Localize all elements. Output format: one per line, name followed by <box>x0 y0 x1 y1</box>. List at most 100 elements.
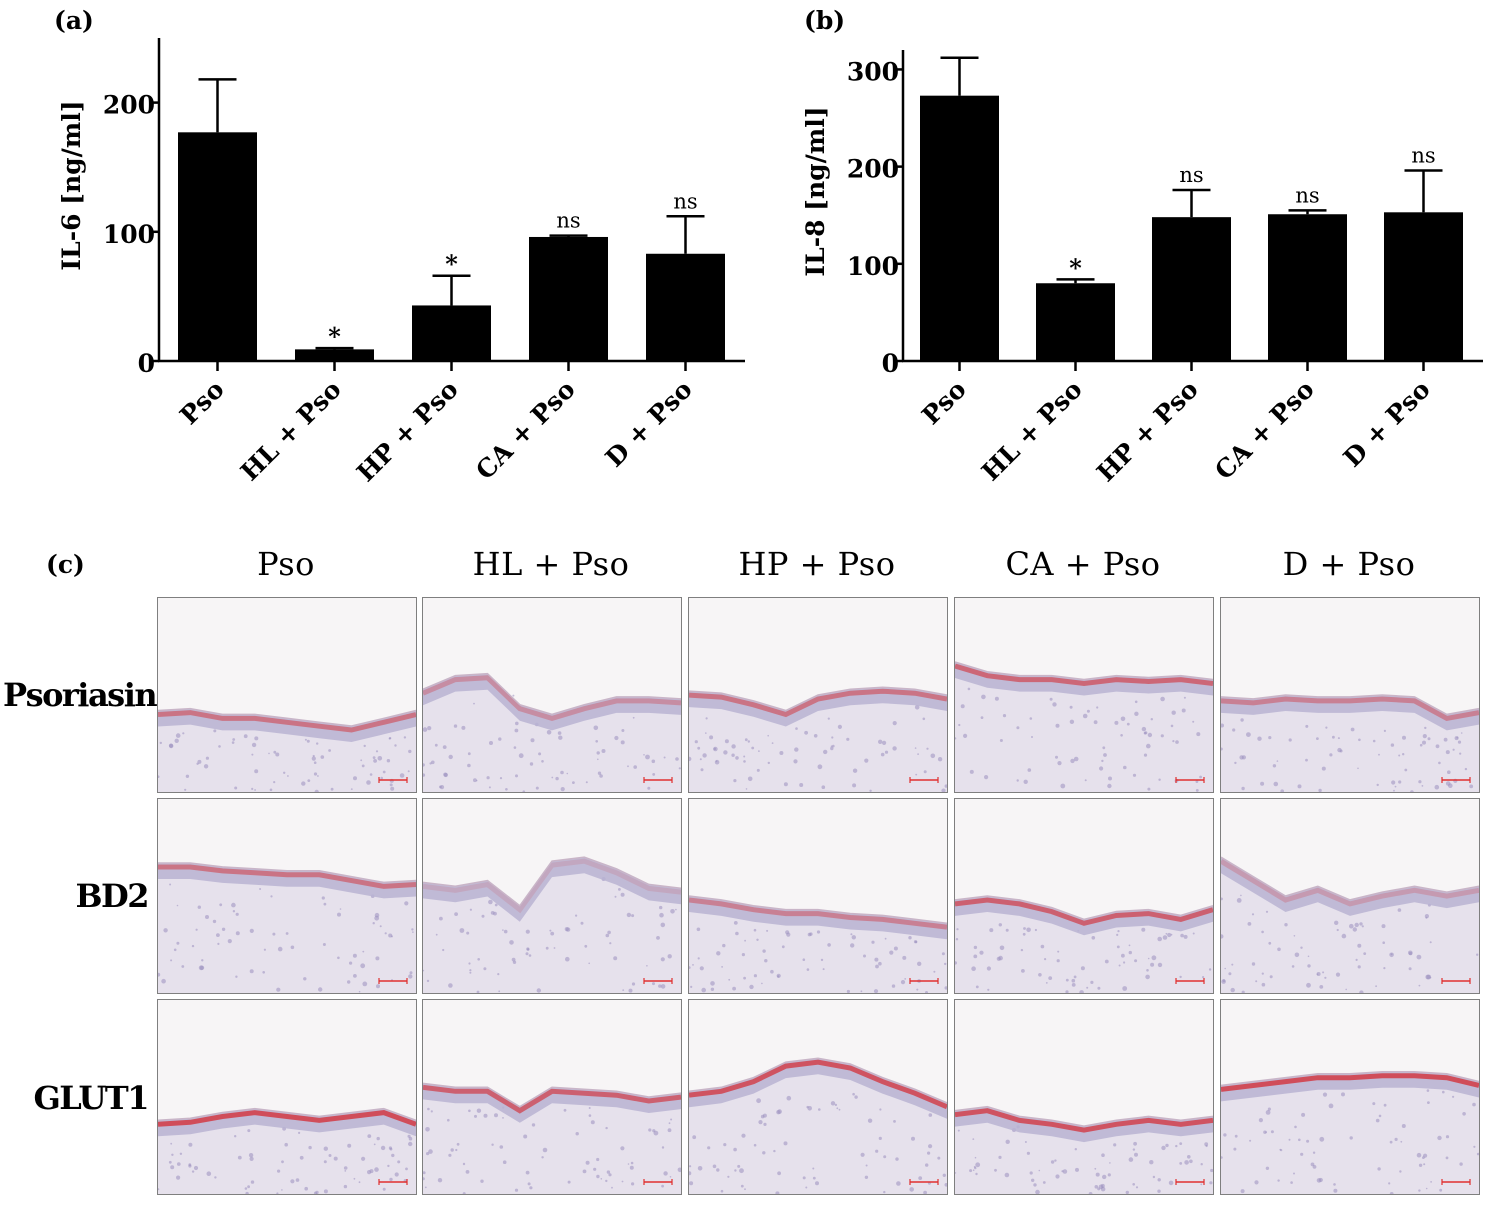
nucleus-dot <box>830 745 833 748</box>
nucleus-dot <box>955 737 957 740</box>
nucleus-dot <box>380 1145 386 1151</box>
nucleus-dot <box>1306 982 1311 988</box>
nucleus-dot <box>955 938 959 941</box>
nucleus-dot <box>1328 1103 1334 1109</box>
nucleus-dot <box>201 959 204 962</box>
nucleus-dot <box>502 1117 504 1119</box>
nucleus-dot <box>783 1141 788 1146</box>
nucleus-dot <box>375 750 379 753</box>
nucleus-dot <box>878 961 882 966</box>
bar <box>1152 217 1231 361</box>
nucleus-dot <box>358 990 361 993</box>
nucleus-dot <box>163 928 168 933</box>
tissue-image <box>423 672 681 792</box>
nucleus-dot <box>330 787 334 791</box>
nucleus-dot <box>740 1184 744 1188</box>
nucleus-dot <box>409 971 413 975</box>
nucleus-dot <box>927 1151 931 1155</box>
nucleus-dot <box>883 1190 886 1194</box>
nucleus-dot <box>1038 973 1042 977</box>
nucleus-dot <box>846 737 850 741</box>
dermis-region <box>423 673 681 792</box>
nucleus-dot <box>593 1167 597 1171</box>
nucleus-dot <box>469 908 472 911</box>
tissue-image <box>689 895 947 993</box>
micrograph-panel <box>954 798 1214 994</box>
nucleus-dot <box>969 1169 973 1173</box>
nucleus-dot <box>1305 724 1309 728</box>
stain-layer <box>158 710 416 733</box>
nucleus-dot <box>287 775 289 777</box>
nucleus-dot <box>1260 781 1265 786</box>
nucleus-dot <box>1404 768 1408 772</box>
nucleus-dot <box>284 1142 288 1147</box>
nucleus-dot <box>528 954 532 957</box>
nucleus-dot <box>908 936 912 940</box>
nucleus-dot <box>777 1171 781 1176</box>
nucleus-dot <box>633 765 637 769</box>
nucleus-dot <box>1335 972 1341 977</box>
nucleus-dot <box>1125 1190 1129 1194</box>
nucleus-dot <box>1069 719 1075 724</box>
nucleus-dot <box>522 790 526 792</box>
nucleus-dot <box>621 729 625 732</box>
nucleus-dot <box>483 1113 488 1118</box>
nucleus-dot <box>408 974 413 979</box>
nucleus-dot <box>1179 975 1182 979</box>
nucleus-dot <box>850 933 853 936</box>
nucleus-dot <box>918 1176 923 1180</box>
nucleus-dot <box>542 1147 548 1153</box>
nucleus-dot <box>437 1178 443 1183</box>
nucleus-dot <box>1035 1189 1040 1194</box>
nucleus-dot <box>1408 950 1413 956</box>
nucleus-dot <box>880 752 885 757</box>
nucleus-dot <box>827 717 830 720</box>
nucleus-dot <box>179 1152 183 1155</box>
nucleus-dot <box>817 764 823 770</box>
nucleus-dot <box>1065 990 1069 993</box>
nucleus-dot <box>660 957 665 962</box>
nucleus-dot <box>1277 947 1281 952</box>
nucleus-dot <box>1241 786 1245 791</box>
nucleus-dot <box>786 932 791 937</box>
nucleus-dot <box>1054 1159 1057 1162</box>
nucleus-dot <box>384 932 387 935</box>
x-tick-label: HL + Pso <box>235 375 347 487</box>
nucleus-dot <box>1102 746 1106 750</box>
nucleus-dot <box>1322 971 1325 974</box>
nucleus-dot <box>735 756 739 760</box>
nucleus-dot <box>1195 789 1199 792</box>
nucleus-dot <box>523 1134 528 1139</box>
nucleus-dot <box>1288 1138 1291 1141</box>
nucleus-dot <box>170 1142 173 1145</box>
nucleus-dot <box>609 942 612 945</box>
nucleus-dot <box>756 938 759 941</box>
nucleus-dot <box>831 736 834 739</box>
nucleus-dot <box>1060 783 1066 789</box>
nucleus-dot <box>669 1176 672 1178</box>
nucleus-dot <box>1027 768 1032 772</box>
nucleus-dot <box>854 1095 858 1099</box>
stain-layer <box>955 897 1213 926</box>
nucleus-dot <box>710 981 715 986</box>
nucleus-dot <box>323 1146 328 1151</box>
nucleus-dot <box>721 966 723 968</box>
nucleus-dot <box>313 772 318 776</box>
nucleus-dot <box>494 903 498 907</box>
nucleus-dot <box>216 933 220 937</box>
nucleus-dot <box>1189 1159 1193 1164</box>
nucleus-dot <box>389 737 392 740</box>
nucleus-dot <box>235 931 240 936</box>
nucleus-dot <box>1005 928 1009 932</box>
nucleus-dot <box>820 958 824 962</box>
nucleus-dot <box>821 785 826 789</box>
nucleus-dot <box>883 1155 887 1159</box>
nucleus-dot <box>928 1113 933 1117</box>
micrograph-panel <box>688 597 948 793</box>
tissue-image <box>423 1082 681 1194</box>
nucleus-dot <box>957 1129 960 1132</box>
nucleus-dot <box>663 1171 668 1176</box>
nucleus-dot <box>1456 736 1459 739</box>
tissue-image <box>1221 694 1479 792</box>
micrograph-panel <box>1220 999 1480 1195</box>
